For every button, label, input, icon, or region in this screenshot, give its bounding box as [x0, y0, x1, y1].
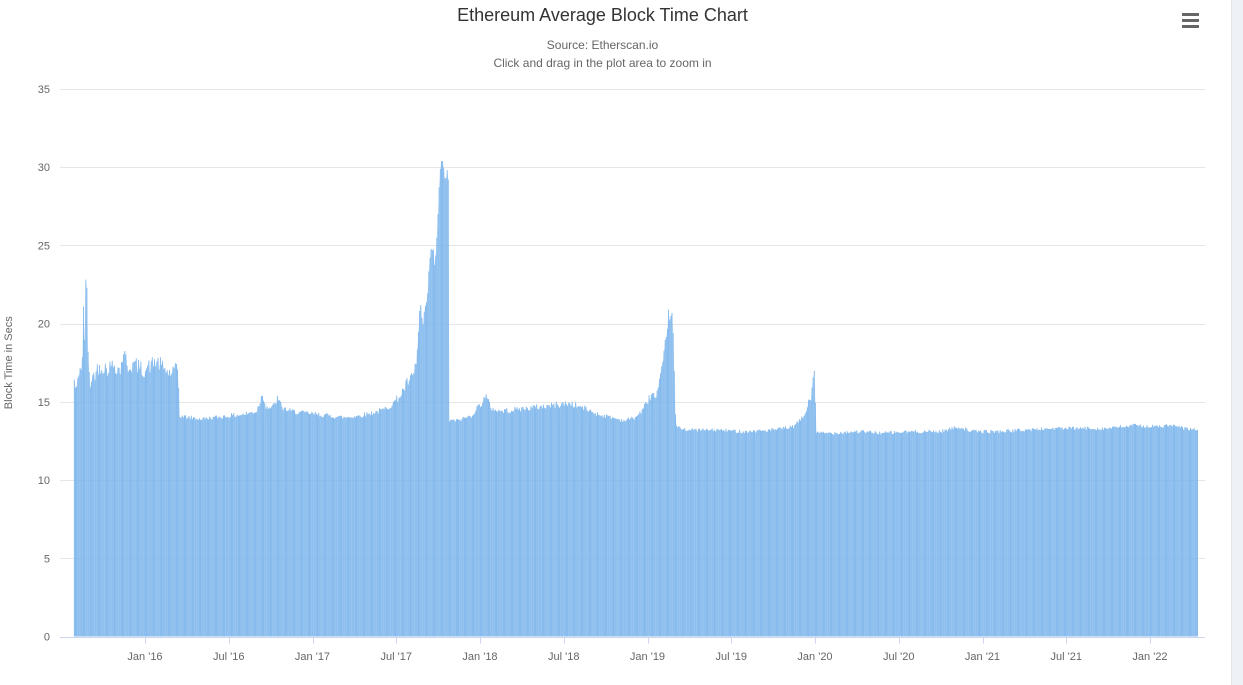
x-axis-ticks	[145, 637, 1151, 644]
svg-text:Jul '21: Jul '21	[1051, 651, 1082, 663]
svg-text:Jan '21: Jan '21	[965, 651, 1000, 663]
svg-text:25: 25	[38, 240, 50, 252]
chart-subtitle-source: Source: Etherscan.io	[546, 38, 659, 52]
y-axis-title: Block Time in Secs	[3, 316, 15, 409]
svg-text:Jan '17: Jan '17	[295, 651, 330, 663]
svg-text:Jan '22: Jan '22	[1132, 651, 1167, 663]
svg-text:Jul '19: Jul '19	[716, 651, 747, 663]
block-time-series	[73, 161, 1198, 637]
x-axis-labels: Jan '16 Jul '16 Jan '17 Jul '17 Jan '18 Jul '…	[127, 651, 1167, 663]
hamburger-bar	[1182, 19, 1199, 22]
svg-text:Jan '19: Jan '19	[630, 651, 665, 663]
y-gridlines	[60, 89, 1205, 638]
svg-text:0: 0	[44, 632, 50, 644]
svg-text:5: 5	[44, 553, 50, 565]
svg-text:Jan '18: Jan '18	[462, 651, 497, 663]
svg-text:Jul '20: Jul '20	[883, 651, 914, 663]
chart-subtitle-hint: Click and drag in the plot area to zoom …	[493, 56, 712, 70]
hamburger-bar	[1182, 25, 1199, 28]
svg-text:20: 20	[38, 319, 50, 331]
svg-text:10: 10	[38, 475, 50, 487]
svg-text:Jan '16: Jan '16	[127, 651, 162, 663]
svg-text:Jul '16: Jul '16	[213, 651, 244, 663]
svg-text:Jan '20: Jan '20	[797, 651, 832, 663]
hamburger-icon[interactable]	[1182, 13, 1200, 29]
hamburger-bar	[1182, 13, 1199, 16]
svg-text:30: 30	[38, 162, 50, 174]
svg-text:15: 15	[38, 397, 50, 409]
scrollbar[interactable]	[1231, 0, 1243, 685]
y-axis-labels: 0 5 10 15 20 25 30 35	[38, 84, 50, 644]
svg-text:35: 35	[38, 84, 50, 96]
chart-title: Ethereum Average Block Time Chart	[457, 5, 748, 25]
svg-text:Jul '17: Jul '17	[381, 651, 412, 663]
svg-text:Jul '18: Jul '18	[548, 651, 579, 663]
